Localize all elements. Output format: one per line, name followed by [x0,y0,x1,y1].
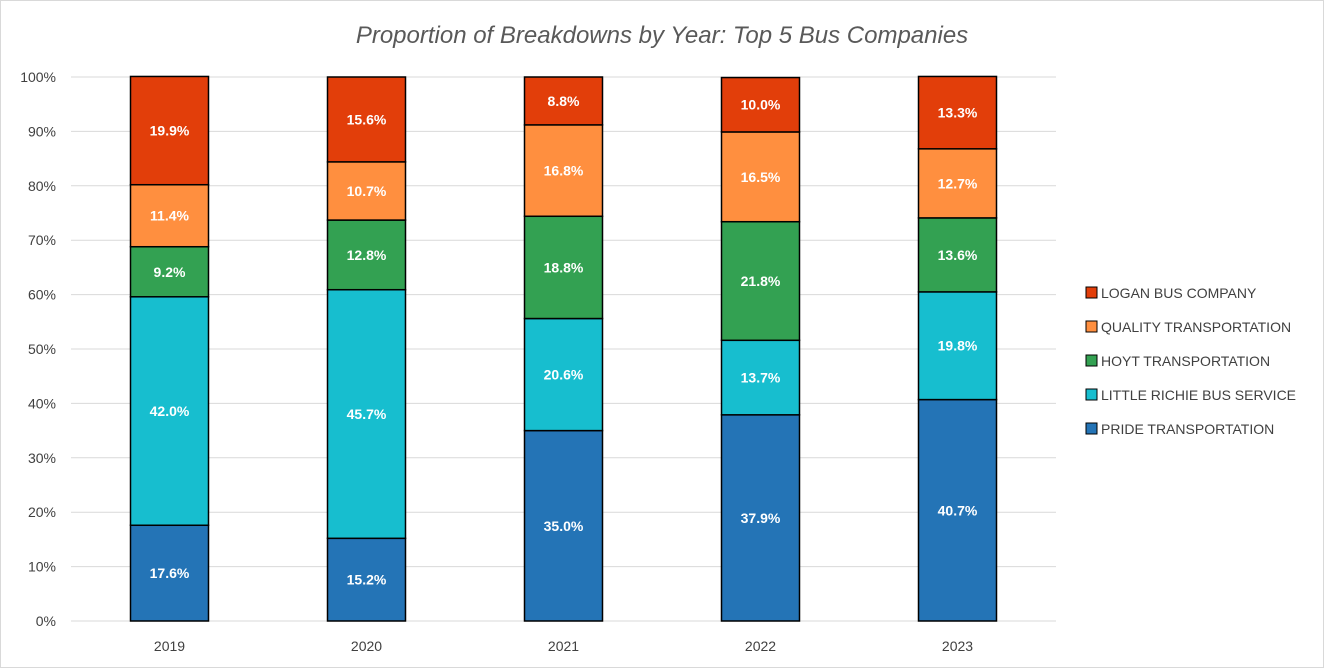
data-label-logan-bus-company: 10.0% [741,97,781,113]
bar-segment-little-richie-bus-service [129,296,210,527]
y-tick-label: 10% [28,559,56,575]
y-tick-label: 0% [36,613,56,629]
data-label-little-richie-bus-service: 42.0% [150,403,190,419]
y-tick-label: 90% [28,123,56,139]
x-tick-label: 2023 [942,638,973,654]
chart-title: Proportion of Breakdowns by Year: Top 5 … [356,22,968,49]
data-label-logan-bus-company: 15.6% [347,111,387,127]
bars [129,75,998,622]
data-label-quality-transportation: 10.7% [347,183,387,199]
y-tick-label: 70% [28,232,56,248]
bar-segment-quality-transportation [129,183,210,248]
legend-label: QUALITY TRANSPORTATION [1101,319,1291,335]
bar-segment-logan-bus-company [523,76,604,126]
legend-label: HOYT TRANSPORTATION [1101,353,1270,369]
bar-segment-quality-transportation [917,148,998,219]
y-tick-label: 20% [28,504,56,520]
data-label-quality-transportation: 11.4% [150,208,189,224]
data-label-pride-transportation: 35.0% [544,518,584,534]
legend-swatch [1085,286,1098,299]
bar-segment-pride-transportation [523,429,604,622]
x-tick-label: 2021 [548,638,579,654]
data-label-hoyt-transportation: 12.8% [347,247,387,263]
x-axis-ticks: 2019 2020 2021 2022 2023 [154,638,973,654]
bar-segment-logan-bus-company [917,75,998,150]
bar-segment-hoyt-transportation [523,215,604,320]
data-label-logan-bus-company: 13.3% [938,105,978,121]
data-label-pride-transportation: 40.7% [938,502,978,518]
bar-segment-pride-transportation [720,414,801,622]
y-tick-label: 80% [28,178,56,194]
legend-label: LITTLE RICHIE BUS SERVICE [1101,387,1296,403]
data-label-little-richie-bus-service: 20.6% [544,367,584,383]
bar-segment-hoyt-transportation [720,220,801,342]
bar-segment-little-richie-bus-service [917,291,998,401]
bar-segment-logan-bus-company [129,75,210,186]
x-tick-label: 2020 [351,638,382,654]
data-label-quality-transportation: 16.5% [741,169,781,185]
data-label-hoyt-transportation: 9.2% [154,264,186,280]
x-tick-label: 2022 [745,638,776,654]
data-label-quality-transportation: 16.8% [544,163,584,179]
data-label-pride-transportation: 37.9% [741,510,781,526]
bar-segment-quality-transportation [720,131,801,223]
bar-segment-logan-bus-company [326,76,407,163]
data-label-hoyt-transportation: 13.6% [938,247,978,263]
legend-label: LOGAN BUS COMPANY [1101,285,1257,301]
y-tick-label: 100% [20,69,56,85]
legend: LOGAN BUS COMPANY QUALITY TRANSPORTATION H… [1085,285,1296,437]
bar-segment-hoyt-transportation [129,245,210,298]
data-labels: 17.6% 42.0% 9.2% 11.4% 19.9% 15.2% 45.7% 12.8% 1… [150,93,978,588]
y-tick-label: 60% [28,287,56,303]
data-label-pride-transportation: 15.2% [347,572,387,588]
bar-segment-logan-bus-company [720,76,801,133]
legend-swatch [1085,388,1098,401]
data-label-pride-transportation: 17.6% [150,565,190,581]
data-label-little-richie-bus-service: 19.8% [938,338,978,354]
bar-segment-pride-transportation [917,398,998,622]
legend-swatch [1085,354,1098,367]
y-tick-label: 40% [28,395,56,411]
bar-segment-hoyt-transportation [917,217,998,293]
bar-segment-pride-transportation [129,524,210,622]
data-label-little-richie-bus-service: 45.7% [347,406,387,422]
legend-swatch [1085,422,1098,435]
legend-swatch [1085,320,1098,333]
data-label-little-richie-bus-service: 13.7% [741,370,781,386]
legend-label: PRIDE TRANSPORTATION [1101,421,1274,437]
data-label-hoyt-transportation: 18.8% [544,259,584,275]
y-tick-label: 30% [28,450,56,466]
data-label-hoyt-transportation: 21.8% [741,273,781,289]
bar-segment-little-richie-bus-service [523,317,604,432]
data-label-logan-bus-company: 8.8% [548,93,580,109]
data-label-logan-bus-company: 19.9% [150,123,190,139]
data-label-quality-transportation: 12.7% [938,175,978,191]
y-tick-label: 50% [28,341,56,357]
x-tick-label: 2019 [154,638,185,654]
y-axis-ticks: 0% 10% 20% 30% 40% 50% 60% 70% 80% 90% 100% [20,69,56,629]
